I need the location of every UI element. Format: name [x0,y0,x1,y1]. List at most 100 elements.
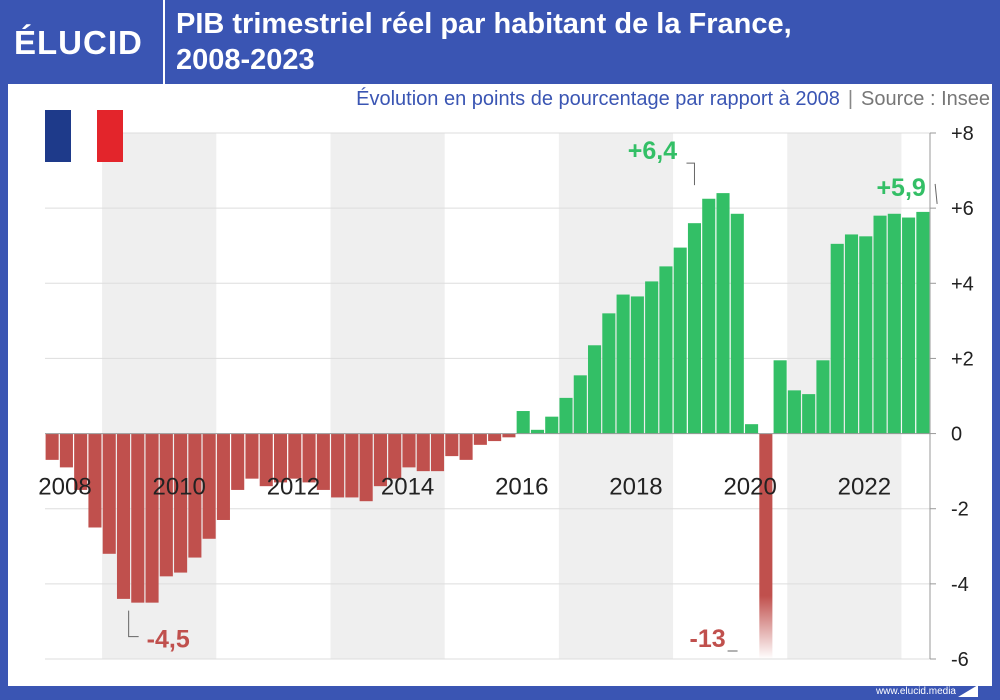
bar-20 [331,433,345,498]
bar-14 [245,433,259,479]
bar-37 [573,375,587,434]
footer-url: www.elucid.media [875,686,956,697]
elucid-logo: ÉLUCID [14,24,143,61]
annotation-leader-1 [686,162,695,186]
bar-15 [259,433,273,487]
bar-59 [887,213,901,434]
bar-16 [273,433,288,483]
bar-47 [716,193,730,434]
subtitle-row: Évolution en points de pourcentage par r… [0,88,990,111]
bar-52 [787,390,801,434]
bar-9 [174,433,188,573]
y-tick-label-2: +4 [951,273,974,295]
x-tick-label-4: 2016 [495,474,548,501]
bar-21 [345,433,359,498]
bar-50 [759,433,773,659]
y-tick-label-3: +2 [951,348,974,370]
elucid-mark-icon [958,685,978,697]
subtitle-separator: | [847,88,854,110]
annotations: -4,5 +6,4 -13 +5,9 [128,137,938,654]
chart-title-line1: PIB trimestriel réel par habitant de la … [176,8,792,40]
y-tick-label-4: 0 [951,424,962,446]
annotation-label-1: +6,4 [628,137,677,165]
axes [45,133,931,659]
bar-0 [45,433,59,460]
chart-title: PIB trimestriel réel par habitant de la … [176,6,976,78]
bar-36 [559,397,573,434]
bar-40 [616,294,630,434]
y-tick-label-5: -2 [951,499,969,521]
bar-41 [630,296,644,434]
bar-7 [145,433,159,603]
x-tick-label-3: 2014 [381,474,434,501]
bar-30 [473,433,487,445]
bar-2 [74,433,88,490]
bar-13 [231,433,245,490]
bar-25 [402,433,416,468]
x-tick-label-7: 2022 [838,474,891,501]
bar-51 [773,360,787,434]
bar-44 [673,247,687,434]
bar-58 [873,215,887,434]
bar-10 [188,433,202,558]
bar-42 [645,281,659,434]
bar-8 [159,433,173,577]
bar-45 [687,223,702,434]
bar-28 [445,433,459,457]
annotation-leader-0 [128,610,139,638]
bar-57 [859,236,873,434]
chart-subtitle: Évolution en points de pourcentage par r… [356,88,840,110]
bars [45,193,930,659]
gridlines [45,132,930,660]
chart-title-line2: 2008-2023 [176,44,315,76]
x-tick-label-1: 2010 [152,474,205,501]
header: ÉLUCID PIB trimestriel réel par habitant… [0,0,1000,84]
bar-23 [373,433,387,487]
bar-32 [502,433,516,438]
bar-49 [745,424,759,434]
france-flag-icon [45,110,123,162]
y-tick-labels: +8 +6 +4 +2 0 -2 -4 -6 [930,123,974,671]
chart-source: Source : Insee [861,88,990,110]
bar-11 [202,433,216,539]
bar-19 [316,433,330,490]
y-tick-label-1: +6 [951,198,974,220]
flag-red-stripe [97,110,123,162]
annotation-label-0: -4,5 [147,626,190,654]
bar-39 [602,313,616,434]
x-tick-label-0: 2008 [38,474,91,501]
y-tick-label-0: +8 [951,123,974,145]
bar-35 [545,416,559,434]
bar-1 [59,433,73,468]
x-tick-label-2: 2012 [267,474,320,501]
bar-46 [702,198,716,434]
bar-3 [88,433,102,528]
bar-6 [131,433,145,603]
bar-34 [530,429,544,434]
bar-12 [216,433,230,520]
y-tick-label-7: -6 [951,649,969,671]
flag-blue-stripe [45,110,71,162]
bar-38 [588,345,602,434]
bar-54 [816,360,830,434]
bar-56 [844,234,859,434]
annotation-label-2: -13 [690,625,726,653]
bar-33 [516,411,530,434]
bar-4 [102,433,116,554]
annotation-label-3: +5,9 [876,174,925,202]
bar-43 [659,266,673,434]
bar-26 [416,433,430,472]
bar-29 [459,433,473,460]
annotation-leader-3 [934,183,938,204]
bar-48 [730,213,744,434]
bar-55 [830,243,844,434]
x-tick-label-6: 2020 [723,474,776,501]
header-divider [163,0,165,84]
bar-61 [916,211,930,434]
year-band-1 [330,133,445,659]
bar-27 [431,433,445,472]
bar-22 [359,433,373,502]
bar-5 [116,433,131,599]
bar-60 [902,217,916,434]
